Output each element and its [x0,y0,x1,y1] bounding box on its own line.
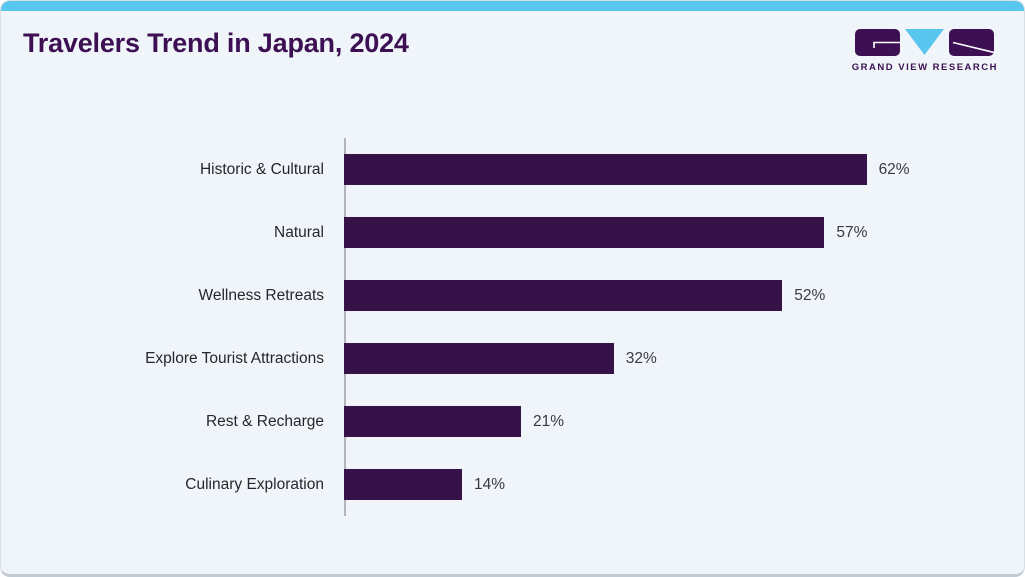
gvr-logo-text: GRAND VIEW RESEARCH [851,62,998,73]
gvr-logo: GRAND VIEW RESEARCH [852,29,998,73]
bar-track: 32% [344,343,934,374]
chart-rows: Historic & Cultural 62% Natural 57% Well… [1,138,1024,516]
y-axis-line [344,138,346,516]
gvr-r-block-icon [949,29,995,56]
header: Travelers Trend in Japan, 2024 [1,11,1024,73]
category-label: Wellness Retreats [198,286,324,304]
gvr-g-block-icon [855,29,901,56]
bar-row: Wellness Retreats 52% [1,264,1024,327]
category-label: Rest & Recharge [205,412,324,430]
bar [344,217,825,248]
gvr-logo-shapes [855,29,995,57]
category-label: Natural [274,223,324,241]
bar [344,280,783,311]
bar-track: 52% [344,280,934,311]
bar-value-label: 57% [836,223,868,241]
bar-track: 14% [344,469,934,500]
gvr-v-triangle-icon [905,29,945,55]
card-top-accent-bar [1,1,1024,11]
page-title: Travelers Trend in Japan, 2024 [23,28,409,58]
category-label: Historic & Cultural [199,160,324,178]
category-label: Explore Tourist Attractions [145,349,324,367]
bar-chart: Historic & Cultural 62% Natural 57% Well… [1,138,1024,516]
bar [344,154,867,185]
bar [344,343,614,374]
bar-track: 21% [344,406,934,437]
bar-value-label: 52% [794,286,826,304]
bar-value-label: 32% [625,349,657,367]
bar-row: Explore Tourist Attractions 32% [1,327,1024,390]
bar [344,406,521,437]
category-label: Culinary Exploration [185,475,324,493]
bar-value-label: 21% [533,412,565,430]
bar-row: Culinary Exploration 14% [1,453,1024,516]
bar-track: 57% [344,217,934,248]
bar-row: Rest & Recharge 21% [1,390,1024,453]
bar-row: Natural 57% [1,201,1024,264]
bar-track: 62% [344,154,934,185]
bar-value-label: 62% [878,160,910,178]
bar-value-label: 14% [474,475,506,493]
bar-row: Historic & Cultural 62% [1,138,1024,201]
bar [344,469,462,500]
